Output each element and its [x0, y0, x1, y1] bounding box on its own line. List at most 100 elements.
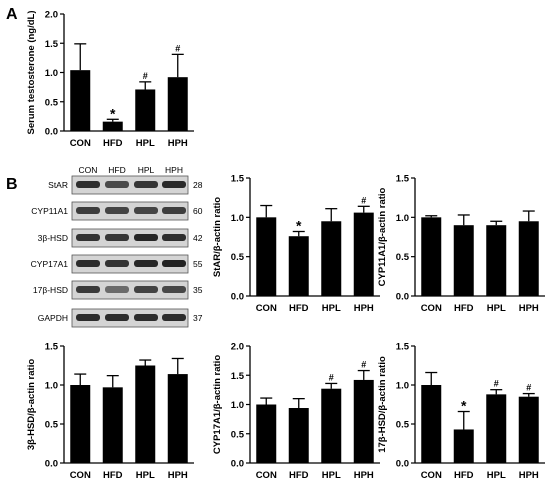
lane-label: HPL: [138, 165, 155, 175]
y-axis-label: Serum testosterone (ng/dL): [26, 10, 37, 134]
bar-con: [256, 404, 277, 463]
blot-strip: [71, 280, 189, 300]
y-tick-label: 1.0: [231, 213, 244, 224]
protein-label: 3β-HSD: [38, 233, 68, 243]
x-tick-label: HPH: [519, 470, 539, 481]
blot-strip: [71, 254, 189, 274]
bar-hpl: [486, 225, 507, 296]
kda-label: 28: [193, 180, 203, 190]
x-tick-label: HPL: [487, 303, 506, 314]
bar-con: [70, 70, 91, 131]
blot-band: [76, 286, 100, 293]
protein-label: CYP17A1: [31, 259, 69, 269]
significance-hash: #: [494, 379, 499, 389]
bar-hfd: [102, 121, 123, 131]
y-axis-label: StAR/β-actin ratio: [212, 197, 223, 277]
blot-band: [134, 260, 158, 267]
bar-hph: [167, 77, 188, 131]
blot-band: [162, 181, 186, 188]
y-tick-label: 2.0: [45, 10, 58, 21]
x-tick-label: HPH: [519, 303, 539, 314]
y-tick-label: 1.5: [396, 342, 410, 353]
x-tick-label: HPL: [322, 470, 341, 481]
protein-label: 17β-HSD: [33, 285, 68, 295]
x-tick-label: CON: [256, 303, 277, 314]
blot-band: [105, 181, 129, 188]
bar-hph: [353, 212, 374, 296]
x-tick-label: HFD: [289, 470, 309, 481]
significance-hash: #: [361, 195, 366, 205]
kda-label: 42: [193, 233, 203, 243]
bar-hph: [167, 374, 188, 463]
bar-hph: [518, 221, 539, 296]
blot-band: [76, 234, 100, 241]
bar-con: [421, 385, 442, 463]
bar-hfd: [288, 408, 309, 463]
y-tick-label: 1.5: [396, 174, 410, 185]
blot-band: [105, 260, 129, 267]
bar-con: [421, 217, 442, 296]
protein-label: GAPDH: [38, 313, 68, 323]
bar-hfd: [102, 387, 123, 463]
chart-testosterone: 0.0 0.5 1.0 1.5 2.0 Serum testosterone (ng/dL…: [26, 10, 194, 149]
x-tick-label: CON: [256, 470, 277, 481]
y-tick-label: 0.5: [231, 429, 245, 440]
x-tick-label: HFD: [103, 138, 123, 149]
y-tick-label: 2.0: [231, 342, 244, 353]
chart-hsd3b: 0.0 0.5 1.0 1.5 3β-HSD/β-actin ratio CON HFD HP…: [26, 342, 194, 481]
blot-band: [162, 286, 186, 293]
blot-band: [76, 314, 100, 321]
significance-hash: #: [526, 383, 531, 393]
y-tick-label: 0.0: [231, 292, 244, 303]
x-tick-label: CON: [70, 470, 91, 481]
western-blot: CON HFD HPL HPH StAR 28 CYP11A1 60 3β-HSD 42 CYP17…: [31, 165, 203, 328]
bar-con: [256, 217, 277, 296]
bar-hpl: [486, 394, 507, 463]
x-tick-label: CON: [70, 138, 91, 149]
x-tick-label: HPL: [136, 138, 155, 149]
y-tick-label: 0.5: [45, 97, 59, 108]
significance-hash: #: [175, 43, 180, 53]
y-tick-label: 0.0: [45, 127, 58, 138]
x-tick-label: HPH: [168, 470, 188, 481]
protein-label: CYP11A1: [31, 206, 68, 216]
x-tick-label: HPL: [322, 303, 341, 314]
kda-label: 37: [193, 313, 203, 323]
panel-label-a: A: [6, 6, 18, 23]
bar-hfd: [453, 429, 474, 463]
y-tick-label: 0.0: [396, 292, 409, 303]
x-tick-label: HPL: [136, 470, 155, 481]
lane-label: HFD: [108, 165, 125, 175]
significance-hash: #: [143, 71, 148, 81]
blot-band: [105, 314, 129, 321]
x-tick-label: HFD: [103, 470, 123, 481]
blot-band: [134, 181, 158, 188]
x-tick-label: HPH: [354, 470, 374, 481]
significance-star: *: [461, 398, 467, 414]
y-tick-label: 0.0: [45, 459, 58, 470]
y-axis-label: 3β-HSD/β-actin ratio: [26, 359, 37, 451]
blot-band: [76, 207, 100, 214]
x-tick-label: HPH: [354, 303, 374, 314]
blot-strip: [71, 308, 189, 328]
blot-band: [134, 207, 158, 214]
y-tick-label: 0.5: [396, 252, 410, 263]
blot-band: [134, 286, 158, 293]
bar-hph: [353, 379, 374, 463]
lane-label: HPH: [165, 165, 183, 175]
significance-star: *: [296, 217, 302, 233]
blot-band: [162, 314, 186, 321]
bar-hpl: [321, 221, 342, 296]
blot-band: [162, 207, 186, 214]
bar-hfd: [453, 225, 474, 296]
chart-star: 0.0 0.5 1.0 1.5 StAR/β-actin ratio CON * HFD HPL…: [212, 174, 380, 314]
significance-hash: #: [361, 360, 366, 370]
y-tick-label: 1.0: [45, 68, 58, 79]
y-tick-label: 1.5: [45, 342, 59, 353]
chart-cyp17a1: 0.0 0.5 1.0 1.5 2.0 CYP17A1/β-actin ratio CON H…: [212, 342, 380, 481]
blot-strip: [71, 175, 189, 195]
x-tick-label: HFD: [289, 303, 309, 314]
y-tick-label: 0.0: [231, 459, 244, 470]
x-tick-label: CON: [421, 303, 442, 314]
